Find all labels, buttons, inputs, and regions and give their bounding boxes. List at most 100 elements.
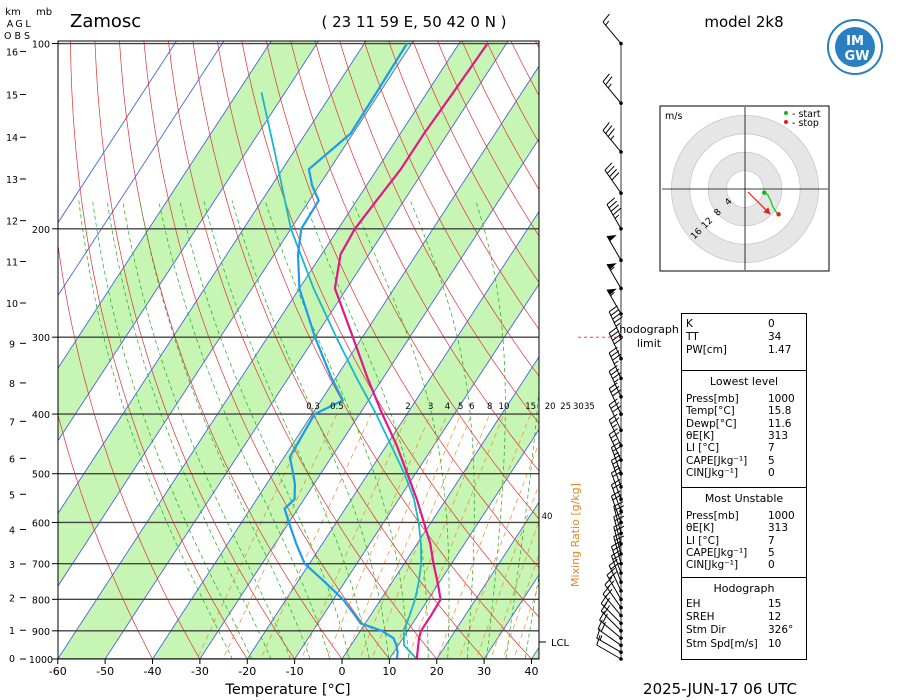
index-label: EH [686, 598, 701, 610]
hodograph-stop-point [776, 212, 781, 217]
isotherm-line [58, 41, 272, 369]
moist-adiabat [122, 200, 291, 659]
isotherm-line [436, 501, 539, 659]
wind-barb-full [610, 204, 619, 212]
mixing-ratio-line [359, 413, 462, 659]
mixing-ratio-tick-label: 20 [545, 402, 556, 412]
x-tick-label: 10 [382, 665, 396, 678]
index-row: PW[cm] 1.47 [686, 344, 802, 356]
index-row: CAPE[Jkg⁻¹] 5 [686, 455, 802, 467]
index-row: TT 34 [686, 331, 802, 343]
wind-barb [613, 526, 622, 555]
index-value: 7 [768, 534, 775, 547]
wind-barb [608, 388, 622, 415]
dry-adiabat [192, 41, 485, 659]
km-tick-label: 6 [9, 454, 15, 465]
isotherm-line [58, 41, 367, 515]
wind-barb-full [609, 169, 617, 178]
wind-barb-full [605, 76, 613, 86]
valid-datetime: 2025-JUN-17 06 UTC [643, 680, 797, 698]
wind-barb-full [606, 165, 615, 174]
km-tick-label: 8 [9, 379, 15, 390]
index-value: 1000 [768, 510, 795, 522]
dry-adiabat [70, 41, 248, 659]
wind-barb-full [596, 635, 601, 646]
km-tick-label: 11 [6, 257, 18, 268]
hodograph-trace [763, 192, 780, 215]
wind-barb-half [612, 438, 617, 443]
km-tick-label: 2 [9, 594, 15, 605]
moist-adiabat [92, 200, 253, 659]
moist-adiabat [158, 200, 331, 659]
mixing-ratio-line [196, 413, 314, 659]
index-row: θE[K] 313 [686, 522, 802, 534]
wind-barb-full [612, 405, 622, 413]
km-tick-label: 15 [6, 90, 18, 101]
km-tick-label: 5 [9, 490, 15, 501]
mixing-ratio-line [490, 520, 539, 659]
index-label: Temp[°C] [686, 405, 735, 418]
index-label: θE[K] [686, 429, 715, 442]
km-tick-label: 4 [9, 525, 15, 536]
mixing-ratio-tick-label: 10 [499, 402, 510, 412]
agl-label: A [7, 19, 14, 30]
wind-barb [608, 419, 622, 446]
moist-adiabat [139, 200, 311, 659]
wind-barb [602, 593, 622, 616]
index-label: CAPE[Jkg⁻¹] [686, 546, 748, 559]
index-label: SREH [686, 611, 715, 624]
mixing-ratio-line [344, 413, 448, 659]
isotherm-lines [58, 41, 539, 659]
index-row: LI [°C] 7 [686, 442, 802, 454]
wind-barb-full [612, 389, 622, 397]
dry-adiabat [119, 41, 343, 659]
km-tick-label: 12 [6, 217, 18, 228]
wind-barb [602, 81, 622, 104]
pressure-tick-label: 600 [32, 518, 50, 529]
parcel-curve [260, 92, 423, 659]
x-tick-label: -60 [49, 665, 67, 678]
wind-barb-half [612, 424, 617, 428]
km-label: km [5, 7, 21, 18]
isotherm-line [104, 41, 509, 659]
wind-barb-full [608, 571, 617, 579]
isotherm-line [294, 283, 539, 659]
wind-barb-half [610, 291, 615, 297]
dry-adiabat [143, 41, 390, 659]
moist-adiabat [179, 200, 350, 659]
wind-barb-full [608, 428, 618, 436]
hodograph-title: Hodograph [713, 582, 775, 595]
index-row: SREH 12 [686, 611, 802, 623]
index-value: 34 [768, 331, 782, 343]
wind-barb-full [605, 588, 613, 598]
x-tick-label: 40 [524, 665, 538, 678]
wind-barb [613, 506, 622, 534]
wind-barb-half [605, 20, 610, 26]
wind-barb [596, 637, 622, 653]
index-value: 15 [768, 598, 782, 610]
km-tick-label: 13 [6, 175, 18, 186]
wind-barb-half [599, 635, 603, 641]
wind-barb [606, 204, 622, 230]
mixing-ratio-tick-label: 5 [458, 402, 463, 412]
wind-barb [610, 447, 622, 474]
wind-barb [610, 555, 622, 583]
wind-barb-full [603, 597, 611, 607]
index-value: 5 [768, 454, 775, 467]
stability-indices-panel: K 0 TT 34 PW[cm] 1.47 Lowest level Press[mb] 1… [681, 313, 807, 660]
wind-barb-full [600, 621, 606, 632]
wind-barb-full [602, 13, 610, 23]
wind-barb-full [610, 385, 620, 393]
index-label: LI [°C] [686, 442, 720, 455]
dry-adiabat [168, 41, 438, 659]
wind-barb-full [606, 567, 615, 576]
isobars [58, 42, 539, 659]
wind-barb [604, 584, 622, 608]
dry-adiabat [94, 41, 296, 659]
lowest-level-section: Lowest level Press[mb] 1000 Temp[°C] 15.8 De… [682, 370, 806, 495]
barb-base [619, 376, 623, 381]
pressure-tick-label: 300 [32, 333, 50, 344]
wind-barb-full [608, 305, 618, 313]
